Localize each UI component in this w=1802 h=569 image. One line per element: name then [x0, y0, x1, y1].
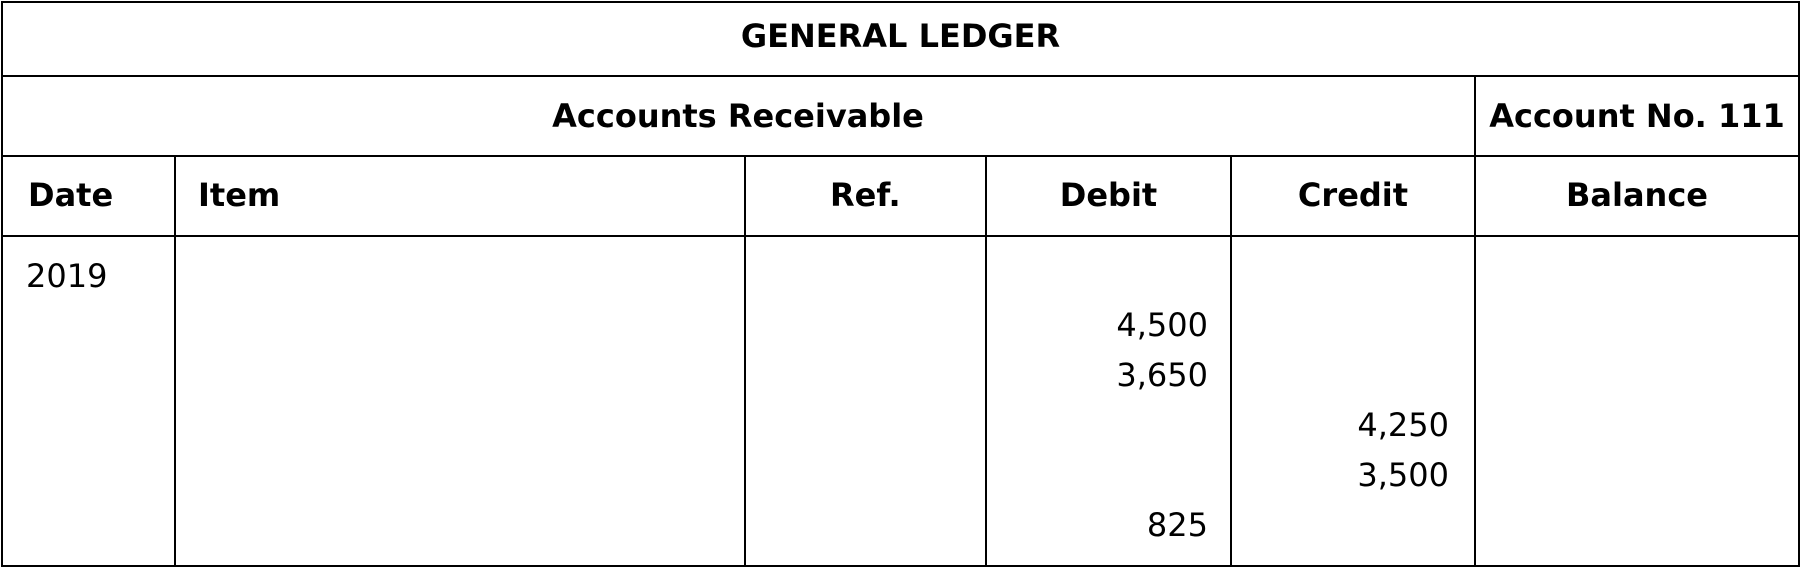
border — [1798, 1, 1800, 567]
date-cell: 2019 — [26, 257, 108, 295]
border — [2, 1, 1799, 3]
debit-cell: 3,650 — [1116, 356, 1208, 394]
border — [744, 155, 746, 567]
border — [1, 1, 3, 567]
column-header-balance: Balance — [1566, 176, 1708, 214]
border — [2, 75, 1799, 77]
credit-cell: 3,500 — [1357, 456, 1449, 494]
border — [2, 235, 1799, 237]
column-header-item: Item — [198, 176, 281, 214]
border — [1230, 155, 1232, 567]
debit-cell: 825 — [1146, 506, 1208, 544]
border — [2, 155, 1799, 157]
debit-cell: 4,500 — [1116, 306, 1208, 344]
border — [1474, 75, 1476, 567]
column-header-credit: Credit — [1297, 176, 1409, 214]
column-header-date: Date — [28, 176, 114, 214]
border — [2, 565, 1799, 567]
credit-cell: 4,250 — [1357, 406, 1449, 444]
ledger-title: GENERAL LEDGER — [740, 17, 1061, 55]
border — [174, 155, 176, 567]
account-name: Accounts Receivable — [552, 97, 924, 135]
column-header-debit: Debit — [1059, 176, 1158, 214]
account-number: Account No. 111 — [1489, 97, 1785, 135]
column-header-ref: Ref. — [830, 176, 901, 214]
border — [985, 155, 987, 567]
